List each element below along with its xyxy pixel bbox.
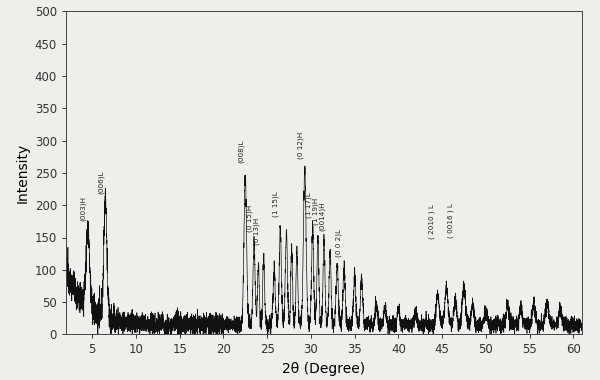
- Text: (008)L: (008)L: [238, 140, 244, 163]
- X-axis label: 2θ (Degree): 2θ (Degree): [283, 362, 365, 376]
- Text: (003)H: (003)H: [80, 196, 87, 221]
- Text: (0 12)H: (0 12)H: [297, 131, 304, 159]
- Text: (006)L: (006)L: [98, 170, 104, 193]
- Text: (1 19)H: (1 19)H: [312, 197, 319, 225]
- Text: ( 0016 ) L: ( 0016 ) L: [448, 203, 454, 238]
- Text: (0 13)H: (0 13)H: [253, 218, 260, 245]
- Text: (0 15)H: (0 15)H: [247, 205, 253, 232]
- Text: ( 2010 ) L: ( 2010 ) L: [428, 204, 435, 239]
- Text: (0 0 2)L: (0 0 2)L: [335, 229, 342, 257]
- Text: (1 15)L: (1 15)L: [272, 191, 279, 217]
- Text: (1 17)L: (1 17)L: [305, 192, 311, 218]
- Y-axis label: Intensity: Intensity: [15, 143, 29, 203]
- Text: (0014)H: (0014)H: [319, 201, 326, 231]
